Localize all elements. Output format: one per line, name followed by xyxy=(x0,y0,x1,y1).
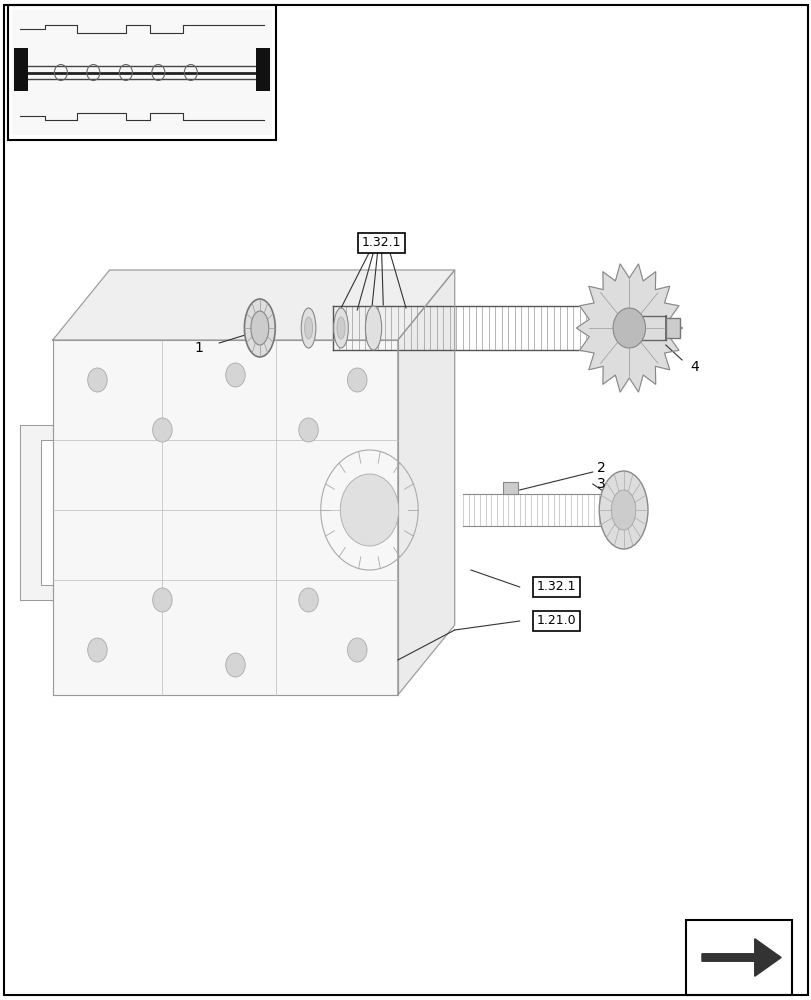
Circle shape xyxy=(225,363,245,387)
Circle shape xyxy=(152,588,172,612)
Ellipse shape xyxy=(337,317,345,339)
Polygon shape xyxy=(576,264,681,392)
Ellipse shape xyxy=(304,317,312,339)
Ellipse shape xyxy=(251,311,268,345)
Text: 4: 4 xyxy=(689,360,698,374)
Circle shape xyxy=(88,638,107,662)
Bar xyxy=(255,47,270,91)
Circle shape xyxy=(225,653,245,677)
Text: 1.21.0: 1.21.0 xyxy=(536,614,575,628)
Circle shape xyxy=(152,418,172,442)
Bar xyxy=(665,318,680,338)
Ellipse shape xyxy=(611,490,635,530)
Circle shape xyxy=(298,588,318,612)
Polygon shape xyxy=(53,270,454,340)
Bar xyxy=(12,10,272,135)
Circle shape xyxy=(612,308,645,348)
Bar xyxy=(8,5,276,140)
Circle shape xyxy=(298,418,318,442)
Bar xyxy=(14,47,28,91)
Ellipse shape xyxy=(301,308,315,348)
Polygon shape xyxy=(20,425,53,600)
Polygon shape xyxy=(53,340,397,695)
Ellipse shape xyxy=(599,471,647,549)
Circle shape xyxy=(347,638,367,662)
Ellipse shape xyxy=(333,308,348,348)
Polygon shape xyxy=(397,270,454,695)
Text: 2: 2 xyxy=(596,461,605,475)
Circle shape xyxy=(347,368,367,392)
Circle shape xyxy=(88,368,107,392)
Ellipse shape xyxy=(365,306,381,350)
Bar xyxy=(685,920,791,995)
Ellipse shape xyxy=(244,299,275,357)
Text: 1.32.1: 1.32.1 xyxy=(536,580,575,593)
Text: 1.32.1: 1.32.1 xyxy=(362,236,401,249)
Text: 1: 1 xyxy=(195,341,203,355)
Bar xyxy=(503,482,517,494)
Polygon shape xyxy=(701,939,780,976)
Circle shape xyxy=(340,474,398,546)
Text: 3: 3 xyxy=(596,477,605,491)
